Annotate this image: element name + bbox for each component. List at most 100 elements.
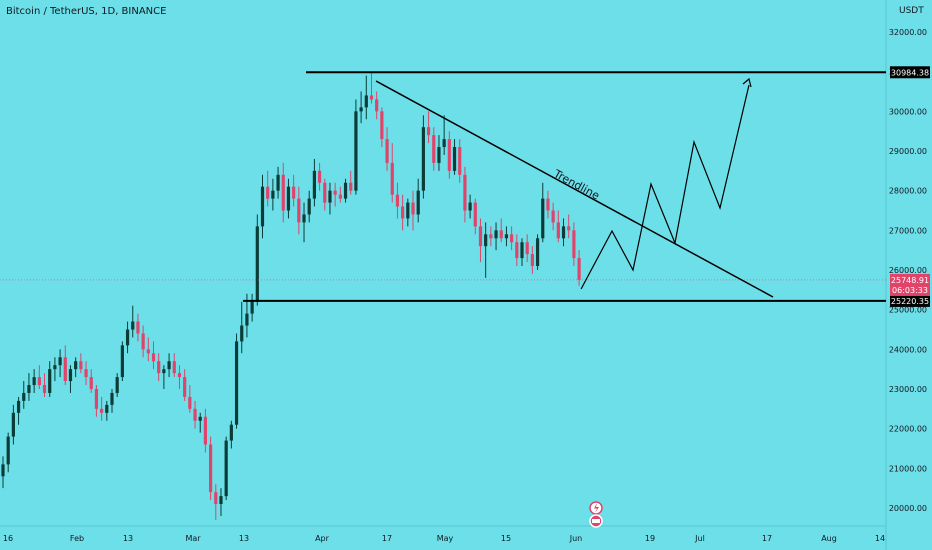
last-price-tag	[890, 273, 930, 296]
candle-body	[271, 190, 275, 199]
candle	[292, 174, 296, 207]
candle-body	[312, 170, 316, 199]
candle	[157, 353, 161, 382]
candle	[504, 226, 509, 247]
candle-body	[338, 194, 342, 199]
candle-body	[421, 127, 425, 191]
candle	[442, 115, 446, 155]
candle	[312, 158, 316, 207]
candle	[177, 365, 182, 389]
candle	[271, 178, 275, 211]
time-tick-label: Apr	[315, 534, 330, 543]
candle-body	[240, 325, 244, 342]
time-tick-label: Jun	[569, 534, 583, 543]
candle-body	[297, 198, 301, 223]
time-tick-label: 16	[3, 534, 13, 543]
candle	[63, 345, 67, 386]
candle	[561, 218, 566, 247]
candle	[390, 143, 394, 203]
price-tick-label: 28000.00	[889, 187, 927, 196]
candle-body	[354, 111, 358, 191]
candle-body	[229, 424, 233, 441]
candle-body	[1, 464, 5, 477]
candle	[494, 222, 498, 251]
candle	[110, 389, 114, 413]
candle-body	[219, 496, 223, 505]
candle	[32, 369, 36, 393]
candle-body	[359, 107, 363, 112]
candle-body	[74, 361, 78, 370]
candle	[131, 305, 135, 338]
candle-body	[494, 230, 498, 239]
candle-body	[151, 353, 156, 362]
support-tag-label: 25220.35	[891, 297, 929, 306]
candle	[541, 182, 545, 243]
candle	[105, 400, 109, 421]
currency-label: USDT	[899, 6, 924, 16]
candle	[302, 202, 306, 243]
candle	[48, 361, 52, 397]
event-icons[interactable]	[589, 501, 603, 528]
candle	[349, 170, 353, 195]
candle	[37, 365, 41, 389]
candle	[229, 420, 233, 449]
candle	[359, 91, 363, 124]
candle	[219, 488, 223, 516]
candle-body	[406, 202, 410, 219]
candle-body	[209, 444, 213, 493]
candle	[515, 234, 519, 267]
candle	[530, 246, 534, 274]
candle-body	[510, 234, 514, 243]
candle	[286, 178, 291, 219]
candle-body	[333, 190, 337, 195]
candle	[198, 412, 202, 433]
candle-body	[16, 400, 21, 413]
drawings[interactable]: Trendline	[243, 71, 886, 302]
candle	[458, 139, 462, 183]
candle	[276, 166, 280, 199]
candles	[0, 71, 886, 520]
candle-body	[442, 139, 446, 148]
trendline-label: Trendline	[551, 167, 602, 203]
candle	[478, 218, 483, 263]
candle-body	[22, 392, 26, 401]
candle-body	[162, 369, 166, 374]
candle-body	[328, 190, 332, 203]
lightning-icon	[594, 503, 599, 513]
candle	[338, 186, 342, 203]
candle-body	[426, 127, 431, 136]
candle-body	[157, 361, 161, 374]
candle-body	[349, 182, 353, 191]
candle	[577, 250, 581, 286]
price-tick-label: 25000.00	[889, 306, 927, 315]
resistance-tag-label: 30984.38	[891, 68, 929, 77]
candle-body	[281, 174, 285, 211]
candle-body	[307, 198, 311, 215]
price-tick-label: 32000.00	[889, 28, 927, 37]
candle	[11, 404, 15, 445]
candle	[27, 373, 31, 401]
candle	[317, 162, 322, 191]
time-tick-label: Jul	[694, 534, 705, 543]
candle-body	[42, 385, 47, 393]
candle	[499, 218, 503, 243]
candle-body	[115, 377, 119, 393]
candle-body	[48, 369, 52, 393]
candle	[84, 361, 88, 386]
candle-body	[447, 139, 451, 171]
candle-body	[535, 238, 540, 267]
candle	[468, 194, 472, 219]
candle-body	[11, 412, 15, 437]
candle-body	[317, 170, 322, 183]
candle	[333, 182, 337, 207]
candle-body	[385, 139, 389, 163]
candle-body	[458, 147, 462, 175]
candle	[484, 222, 488, 278]
candle-body	[375, 99, 379, 112]
candle	[172, 353, 176, 378]
candle	[74, 357, 78, 378]
candle	[136, 313, 140, 342]
candle	[520, 238, 524, 267]
